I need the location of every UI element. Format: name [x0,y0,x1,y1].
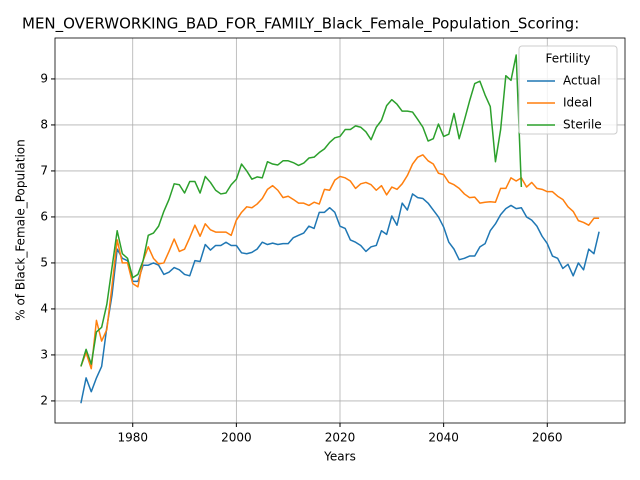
y-tick-label: 3 [40,347,48,361]
x-tick-label: 2040 [428,431,459,445]
y-tick-label: 8 [40,117,48,131]
legend-label: Actual [563,74,601,88]
y-tick-label: 5 [40,255,48,269]
y-tick-label: 2 [40,393,48,407]
legend-title: Fertility [545,52,590,66]
y-axis-label: % of Black_Female_Population [14,139,28,321]
y-tick-label: 4 [40,301,48,315]
legend-label: Sterile [563,118,602,132]
y-tick-label: 9 [40,71,48,85]
line [80,54,523,367]
x-axis-label: Years [323,450,356,464]
x-tick-label: 2000 [221,431,252,445]
line [80,193,600,404]
x-tick-label: 2060 [532,431,563,445]
x-tick-label: 1980 [117,431,148,445]
legend-label: Ideal [563,96,592,110]
legend-box [518,45,618,135]
plot-frame [54,37,626,424]
y-tick-label: 7 [40,163,48,177]
x-tick-label: 2020 [325,431,356,445]
chart-title: MEN_OVERWORKING_BAD_FOR_FAMILY_Black_Fem… [22,15,579,34]
line [80,154,600,370]
y-tick-label: 6 [40,209,48,223]
